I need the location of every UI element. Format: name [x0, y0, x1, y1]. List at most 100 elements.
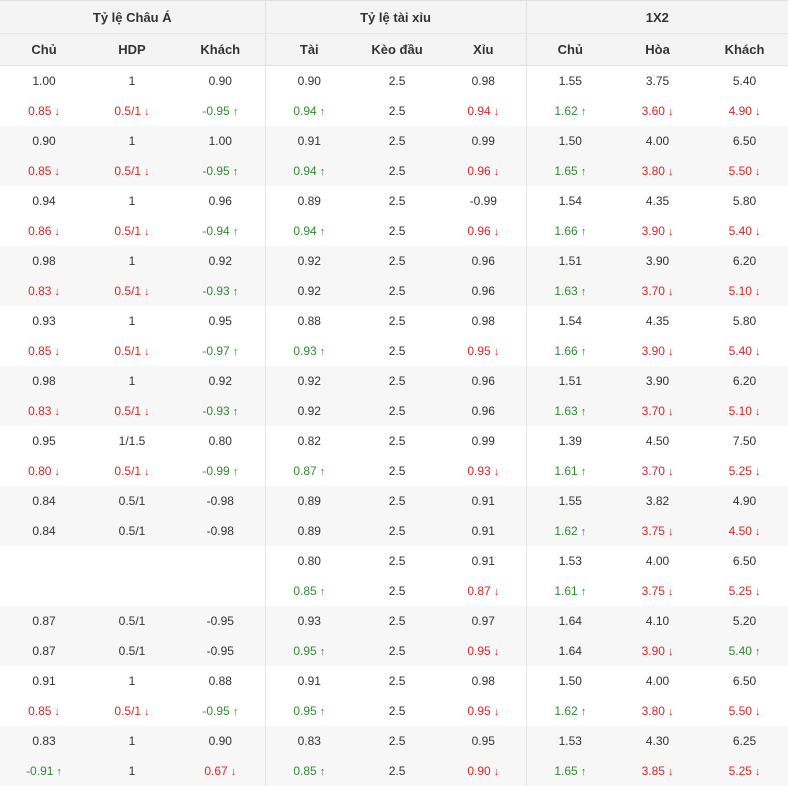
odds-value: 0.96: [208, 194, 232, 208]
odds-value: 1.00: [208, 134, 232, 148]
arrow-up-icon: ↑: [232, 706, 239, 718]
odds-cell-ah-home: 0.83 ↓: [0, 276, 88, 306]
odds-value: 3.75: [641, 584, 665, 598]
odds-cell-ah-home: 0.85 ↓: [0, 336, 88, 366]
odds-cell-x12-home: 1.64: [526, 636, 615, 666]
odds-cell-ou-line: 2.5: [353, 186, 441, 216]
odds-cell-x12-home: 1.54: [526, 306, 614, 336]
arrow-up-icon: ↑: [580, 526, 587, 538]
odds-cell-ou-under: 0.96: [441, 246, 527, 276]
odds-value: -0.95: [206, 644, 234, 658]
odds-cell-ah-hdp: 0.5/1 ↓: [88, 96, 176, 126]
odds-value: 1.63: [554, 284, 578, 298]
odds-cell-ou-over: 0.80: [265, 546, 353, 576]
arrow-up-icon: ↑: [232, 226, 239, 238]
odds-cell-x12-away: 6.25: [701, 726, 788, 756]
odds-cell-ou-under: 0.90 ↓: [441, 756, 527, 786]
table-row: 0.80 ↓ 0.5/1 ↓ -0.99 ↑ 0.87 ↑ 2.5 0.93 ↓ 1.61 ↑ 3.70 ↓…: [0, 456, 788, 486]
odds-cell-x12-draw: 3.60 ↓: [614, 96, 701, 126]
odds-cell-ou-over: 0.94 ↑: [265, 96, 353, 126]
odds-cell-ou-over: 0.92: [265, 366, 354, 396]
group-header-over-under: Tỷ lệ tài xỉu: [265, 0, 527, 34]
arrow-down-icon: ↓: [144, 106, 150, 118]
table-row: 0.86 ↓ 0.5/1 ↓ -0.94 ↑ 0.94 ↑ 2.5 0.96 ↓ 1.66 ↑ 3.90 ↓…: [0, 216, 788, 246]
odds-cell-ou-over: 0.85 ↑: [265, 756, 354, 786]
arrow-up-icon: ↑: [319, 466, 326, 478]
odds-value: 0.80: [297, 554, 321, 568]
arrow-up-icon: ↑: [56, 766, 62, 778]
odds-value: 2.5: [388, 734, 406, 748]
odds-cell-x12-home: 1.50: [526, 666, 614, 696]
odds-cell-ah-hdp: [88, 546, 176, 576]
odds-cell-x12-draw: 4.50: [614, 426, 701, 456]
odds-value: 1.54: [558, 314, 582, 328]
odds-cell-ou-over: 0.88: [265, 306, 353, 336]
arrow-down-icon: ↓: [493, 166, 500, 178]
odds-cell-ou-line: 2.5: [353, 546, 441, 576]
odds-cell-x12-draw: 3.75 ↓: [614, 516, 702, 546]
odds-value: 6.25: [732, 734, 757, 748]
arrow-up-icon: ↑: [580, 106, 587, 118]
table-row: 0.80 2.5 0.91 1.53 4.00 6.50: [0, 546, 788, 576]
arrow-up-icon: ↑: [580, 586, 587, 598]
table-row: 0.84 0.5/1 -0.98 0.89 2.5 0.91 1.62 ↑ 3.75 ↓ 4.50 ↓: [0, 516, 788, 546]
odds-value: 6.20: [732, 374, 757, 388]
odds-cell-ou-under: 0.95: [441, 726, 527, 756]
odds-cell-ou-under: 0.91: [441, 486, 527, 516]
odds-cell-ou-line: 2.5: [353, 216, 441, 246]
odds-cell-ah-hdp: 1: [88, 726, 176, 756]
odds-cell-x12-draw: 3.80 ↓: [614, 696, 701, 726]
arrow-down-icon: ↓: [754, 586, 761, 598]
odds-cell-x12-home: 1.54: [526, 186, 614, 216]
arrow-down-icon: ↓: [54, 706, 60, 718]
odds-cell-ah-hdp: 0.5/1 ↓: [88, 156, 176, 186]
table-row: 0.98 1 0.92 0.92 2.5 0.96 1.51 3.90 6.20: [0, 246, 788, 276]
table-row: 0.83 1 0.90 0.83 2.5 0.95 1.53 4.30 6.25: [0, 726, 788, 756]
odds-value: 0.83: [28, 404, 52, 418]
arrow-down-icon: ↓: [667, 646, 674, 658]
odds-cell-ou-line: 2.5: [353, 726, 442, 756]
odds-value: 2.5: [388, 314, 406, 328]
odds-value: 0.88: [297, 314, 321, 328]
odds-cell-x12-home: 1.39: [526, 426, 614, 456]
odds-cell-x12-draw: 4.00: [614, 546, 701, 576]
odds-value: -0.98: [206, 524, 234, 538]
odds-cell-ah-home: 0.85 ↓: [0, 696, 88, 726]
odds-value: 0.98: [471, 674, 495, 688]
odds-cell-ou-line: 2.5: [353, 126, 442, 156]
odds-value: 0.85: [293, 584, 317, 598]
arrow-down-icon: ↓: [667, 586, 674, 598]
odds-value: 0.89: [297, 494, 321, 508]
arrow-down-icon: ↓: [493, 706, 500, 718]
group-header-asian-handicap: Tỷ lệ Châu Á: [0, 0, 266, 34]
arrow-down-icon: ↓: [667, 526, 674, 538]
arrow-down-icon: ↓: [754, 466, 761, 478]
odds-cell-x12-home: 1.63 ↑: [526, 396, 615, 426]
odds-value: 1: [128, 194, 136, 208]
odds-value: 0.5/1: [118, 524, 146, 538]
odds-cell-x12-away: 5.80: [701, 186, 788, 216]
odds-value: 0.96: [471, 374, 495, 388]
odds-value: 0.5/1: [114, 404, 142, 418]
odds-value: 0.98: [471, 74, 495, 88]
odds-cell-ou-line: 2.5: [353, 636, 442, 666]
odds-value: 1.50: [558, 674, 582, 688]
odds-value: 2.5: [388, 344, 406, 358]
arrow-down-icon: ↓: [667, 286, 674, 298]
arrow-down-icon: ↓: [493, 586, 500, 598]
odds-cell-ou-over: 0.93 ↑: [265, 336, 353, 366]
odds-cell-ou-line: 2.5: [353, 486, 442, 516]
odds-value: 0.92: [297, 404, 321, 418]
odds-value: 2.5: [388, 404, 406, 418]
odds-value: 5.10: [728, 404, 752, 418]
odds-cell-ou-line: 2.5: [353, 606, 442, 636]
odds-value: 0.95: [467, 344, 491, 358]
odds-cell-ah-hdp: 0.5/1: [88, 516, 176, 546]
odds-value: 1.39: [558, 434, 582, 448]
odds-value: 0.98: [471, 314, 495, 328]
odds-cell-ou-under: 0.96 ↓: [441, 216, 527, 246]
arrow-up-icon: ↑: [580, 346, 587, 358]
odds-cell-x12-away: 5.40 ↑: [701, 636, 788, 666]
odds-value: 0.82: [297, 434, 321, 448]
odds-cell-ou-under: 0.99: [441, 426, 527, 456]
